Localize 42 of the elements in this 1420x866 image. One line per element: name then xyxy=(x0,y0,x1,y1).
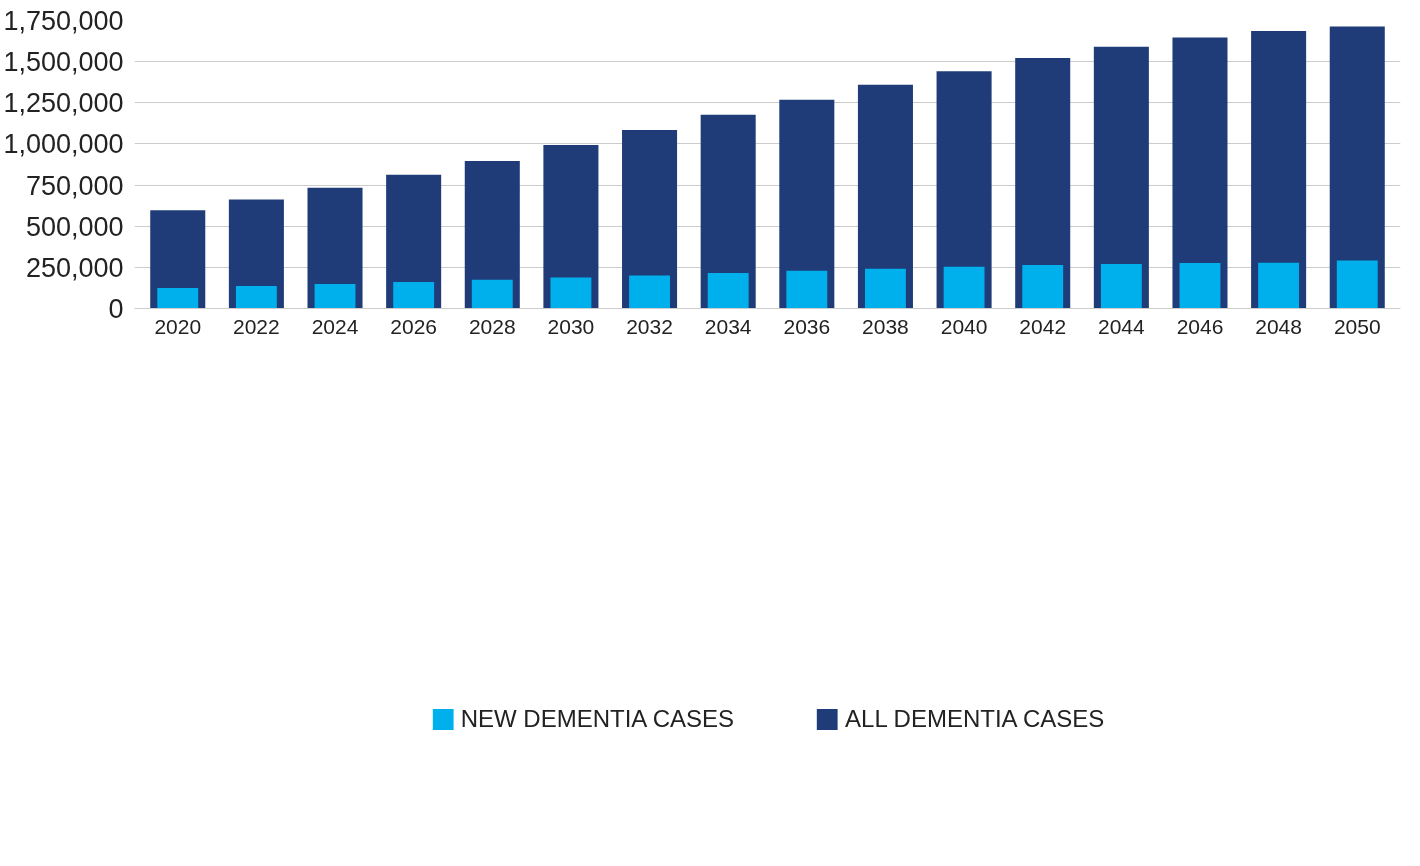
bar xyxy=(629,275,670,309)
bar xyxy=(157,287,199,309)
x-tick-label: 2044 xyxy=(1097,314,1146,338)
x-tick-label: 2040 xyxy=(940,314,988,338)
x-tick-label: 2048 xyxy=(1255,314,1302,338)
x-tick-label: 2022 xyxy=(233,314,280,338)
y-tick-label: 500,000 xyxy=(25,211,124,242)
y-tick-label: 1,000,000 xyxy=(3,129,124,160)
y-tick-label: 250,000 xyxy=(25,252,124,283)
x-tick-label: 2036 xyxy=(783,314,831,338)
bar xyxy=(1022,265,1064,309)
x-tick-label: 2046 xyxy=(1176,314,1224,338)
bar xyxy=(1100,263,1142,309)
legend-label: ALL DEMENTIA CASES xyxy=(845,705,1105,733)
bar xyxy=(707,272,749,309)
y-tick-label: 1,500,000 xyxy=(3,47,124,78)
bar xyxy=(235,285,277,309)
x-tick-label: 2020 xyxy=(154,314,202,338)
bar xyxy=(943,266,985,309)
x-tick-label: 2050 xyxy=(1333,314,1381,338)
bar xyxy=(865,268,906,309)
bar xyxy=(393,282,435,309)
legend-label: NEW DEMENTIA CASES xyxy=(460,705,735,733)
y-tick-label: 1,750,000 xyxy=(3,6,124,36)
x-tick-label: 2034 xyxy=(704,314,752,338)
x-tick-label: 2038 xyxy=(862,314,909,338)
bar xyxy=(1258,262,1300,309)
bar xyxy=(786,270,828,309)
bar xyxy=(550,277,592,309)
y-tick-label: 1,250,000 xyxy=(3,88,124,119)
bar xyxy=(471,279,513,309)
x-tick-label: 2032 xyxy=(626,314,673,338)
x-tick-label: 2028 xyxy=(468,314,516,338)
x-tick-label: 2026 xyxy=(390,314,438,338)
bar xyxy=(1336,260,1378,309)
x-tick-label: 2024 xyxy=(311,314,359,338)
x-tick-label: 2042 xyxy=(1019,314,1067,338)
x-tick-label: 2030 xyxy=(547,314,595,338)
bar xyxy=(314,283,356,309)
y-tick-label: 750,000 xyxy=(25,170,124,201)
bar xyxy=(1179,263,1221,309)
y-tick-label: 0 xyxy=(108,294,124,324)
